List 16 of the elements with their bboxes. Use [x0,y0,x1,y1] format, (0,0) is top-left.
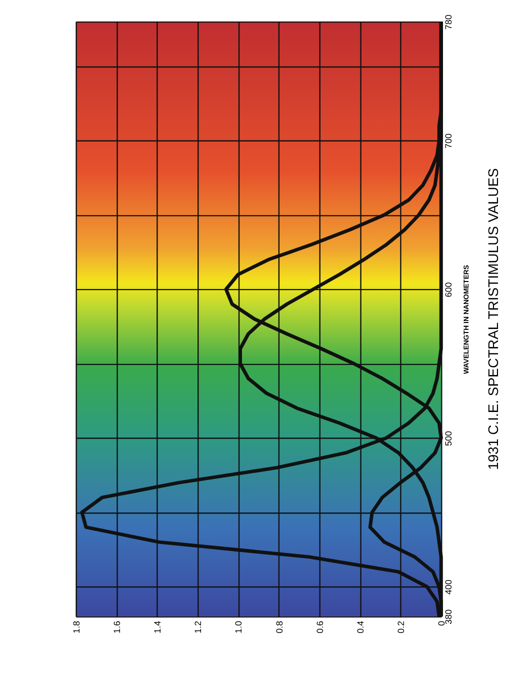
x-tick-label: 0.6 [314,620,325,634]
x-tick-label: 1.8 [71,620,82,634]
x-tick-label: 0.8 [274,620,284,634]
y-tick-label: 380 [444,609,454,624]
y-tick-label: 600 [444,282,454,298]
y-tick-label: 700 [444,134,454,149]
x-tick-label: 0.2 [396,620,406,634]
x-tick-label: 1.2 [193,620,204,634]
x-tick-label: 0.4 [355,620,366,634]
y-tick-label: 500 [444,430,454,446]
text: 1931 C.I.E. SPECTRAL TRISTIMULUS VALUES [485,168,502,470]
x-tick-label: 1.4 [152,620,163,634]
x-tick-label: 1.0 [234,620,244,634]
y-tick-label: 400 [444,580,454,595]
y-tick-label: 780 [444,14,454,30]
x-tick-label: 1.6 [112,620,122,634]
